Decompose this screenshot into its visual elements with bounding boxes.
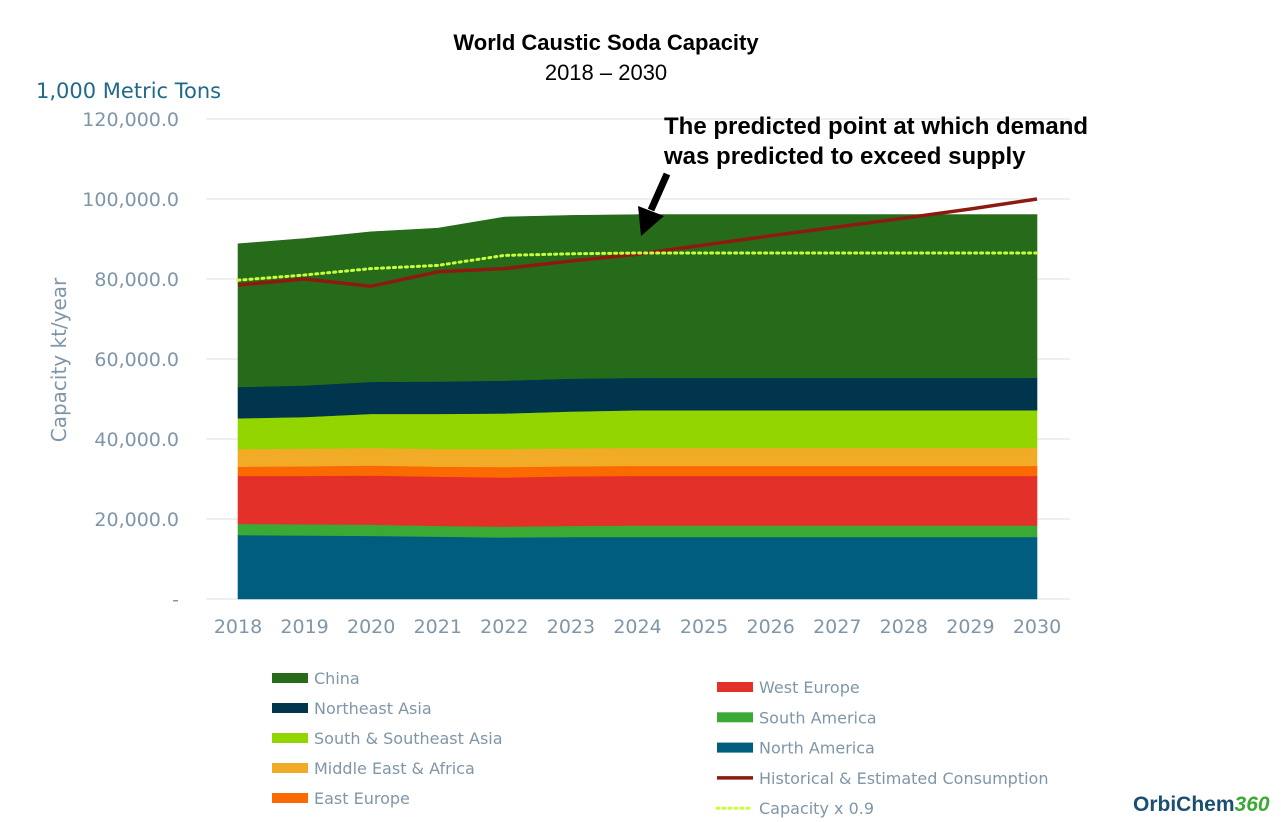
legend-swatch [272, 703, 308, 713]
chart-title: World Caustic Soda Capacity [453, 30, 759, 55]
logo-text-orbichem: OrbiChem [1133, 793, 1235, 816]
x-tick-label: 2022 [480, 616, 528, 638]
legend-label: Historical & Estimated Consumption [759, 769, 1048, 788]
svg-text:OrbiChem360: OrbiChem360 [1133, 793, 1270, 816]
chart-subtitle: 2018 – 2030 [545, 60, 667, 85]
units-label: 1,000 Metric Tons [36, 79, 221, 103]
legend-swatch [717, 712, 753, 723]
x-axis-ticks: 2018 2019 2020 2021 2022 2023 2024 2025 2026 2027… [214, 616, 1061, 638]
x-tick-label: 2028 [880, 616, 928, 638]
y-tick-label: 60,000.0 [94, 349, 179, 371]
area-west-europe [237, 475, 1038, 527]
y-axis-ticks: - 20,000.0 40,000.0 60,000.0 80,000.0 100,000… [82, 109, 179, 611]
legend-label: Capacity x 0.9 [759, 799, 874, 818]
area-china [237, 214, 1038, 388]
series-lines [236, 197, 1039, 288]
area-north-america [237, 534, 1038, 600]
legend-item-northeast-asia: Northeast Asia [272, 699, 432, 718]
line-capacity-x-0-9 [236, 251, 1039, 282]
legend-item-east-europe: East Europe [272, 789, 410, 808]
annotation-line-1: The predicted point at which demand [664, 113, 1088, 140]
legend-label: Middle East & Africa [314, 759, 475, 778]
legend-item-south-southeast-asia: South & Southeast Asia [272, 729, 503, 748]
orbichem-logo: OrbiChem360 [1133, 793, 1270, 816]
legend-label: West Europe [759, 678, 860, 697]
x-tick-label: 2026 [746, 616, 794, 638]
annotation: The predicted point at which demand was … [638, 113, 1088, 236]
area-middle-east-africa [237, 447, 1038, 468]
area-east-europe [237, 465, 1038, 478]
x-tick-label: 2024 [613, 616, 661, 638]
x-tick-label: 2023 [547, 616, 595, 638]
y-tick-label: 100,000.0 [82, 189, 179, 211]
legend-item-china: China [272, 669, 360, 688]
legend-item-south-america: South America [717, 708, 877, 727]
x-tick-label: 2027 [813, 616, 861, 638]
annotation-line-2: was predicted to exceed supply [663, 143, 1026, 170]
logo-text-360: 360 [1235, 793, 1270, 816]
legend-label: East Europe [314, 789, 410, 808]
x-tick-label: 2029 [946, 616, 994, 638]
legend-swatch [272, 733, 308, 743]
legend-label: South & Southeast Asia [314, 729, 503, 748]
stacked-areas [237, 214, 1038, 600]
x-tick-label: 2021 [414, 616, 462, 638]
legend-item-historical-estimated-consumption: Historical & Estimated Consumption [717, 769, 1048, 788]
y-tick-label: 20,000.0 [94, 509, 179, 531]
y-tick-label: 120,000.0 [82, 109, 179, 131]
x-tick-label: 2018 [214, 616, 262, 638]
y-tick-label: - [172, 589, 179, 611]
annotation-arrowhead [638, 206, 664, 236]
legend-label: South America [759, 708, 877, 727]
legend-label: China [314, 669, 360, 688]
legend-item-capacity-x-0-9: Capacity x 0.9 [715, 799, 874, 818]
y-tick-label: 40,000.0 [94, 429, 179, 451]
legend-item-middle-east-africa: Middle East & Africa [272, 759, 475, 778]
legend-swatch [272, 673, 308, 683]
legend-swatch [272, 763, 308, 773]
legend: China Northeast Asia South & Southeast Asi… [272, 669, 1048, 818]
area-south-southeast-asia [237, 409, 1038, 450]
legend-label: Northeast Asia [314, 699, 432, 718]
legend-swatch [717, 682, 753, 692]
area-south-america [237, 523, 1038, 538]
line-historical-estimated-consumption [237, 197, 1038, 288]
y-axis-label: Capacity kt/year [47, 277, 71, 442]
x-tick-label: 2019 [280, 616, 328, 638]
x-tick-label: 2025 [680, 616, 728, 638]
x-tick-label: 2030 [1013, 616, 1061, 638]
legend-swatch [717, 742, 753, 753]
legend-item-north-america: North America [717, 739, 875, 758]
x-tick-label: 2020 [347, 616, 395, 638]
annotation-arrow [647, 172, 671, 212]
legend-swatch [272, 793, 308, 803]
y-tick-label: 80,000.0 [94, 269, 179, 291]
legend-item-west-europe: West Europe [717, 678, 860, 697]
legend-label: North America [759, 739, 875, 758]
